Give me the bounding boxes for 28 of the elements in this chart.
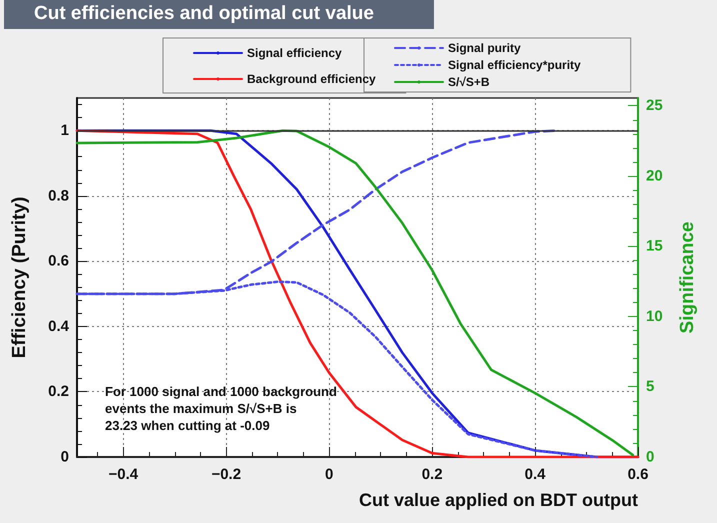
y2-tick-label: 10 [646, 308, 663, 325]
legend-label: S/√S+B [448, 75, 490, 89]
legend-label: Signal efficiency*purity [448, 58, 582, 72]
y2-tick-label: 0 [646, 448, 654, 466]
legend-label: Background efficiency [247, 72, 376, 86]
y2-axis-title: Significance [677, 222, 698, 334]
y-tick-label: 1 [60, 122, 69, 140]
x-tick-label: 0.4 [524, 466, 546, 483]
chart-title: Cut efficiencies and optimal cut value [34, 3, 374, 24]
y2-tick-label: 15 [646, 238, 663, 255]
legend-label: Signal purity [448, 41, 521, 55]
x-tick-label: 0.2 [422, 466, 443, 483]
x-tick-label: −0.4 [108, 466, 139, 483]
annotation: For 1000 signal and 1000 background events the maximum S/√S+B is 23.23 when cutting at -0.09 [105, 384, 337, 433]
x-axis-title: Cut value applied on BDT output [359, 490, 638, 510]
legend-label: Signal efficiency [247, 46, 342, 60]
y2-tick-label: 25 [646, 97, 663, 114]
y2-tick-label: 20 [646, 167, 663, 184]
x-tick-label: 0 [325, 466, 334, 483]
y-tick-label: 0.4 [48, 318, 70, 335]
y-tick-label: 0 [60, 448, 69, 466]
y2-tick-label: 5 [646, 378, 654, 396]
x-tick-label: 0.6 [628, 466, 648, 483]
y-tick-label: 0.6 [48, 252, 69, 270]
y-axis-title: Efficiency (Purity) [9, 196, 30, 358]
x-tick-label: −0.2 [211, 466, 242, 483]
y-tick-label: 0.8 [48, 187, 69, 204]
y-tick-label: 0.2 [48, 383, 69, 400]
